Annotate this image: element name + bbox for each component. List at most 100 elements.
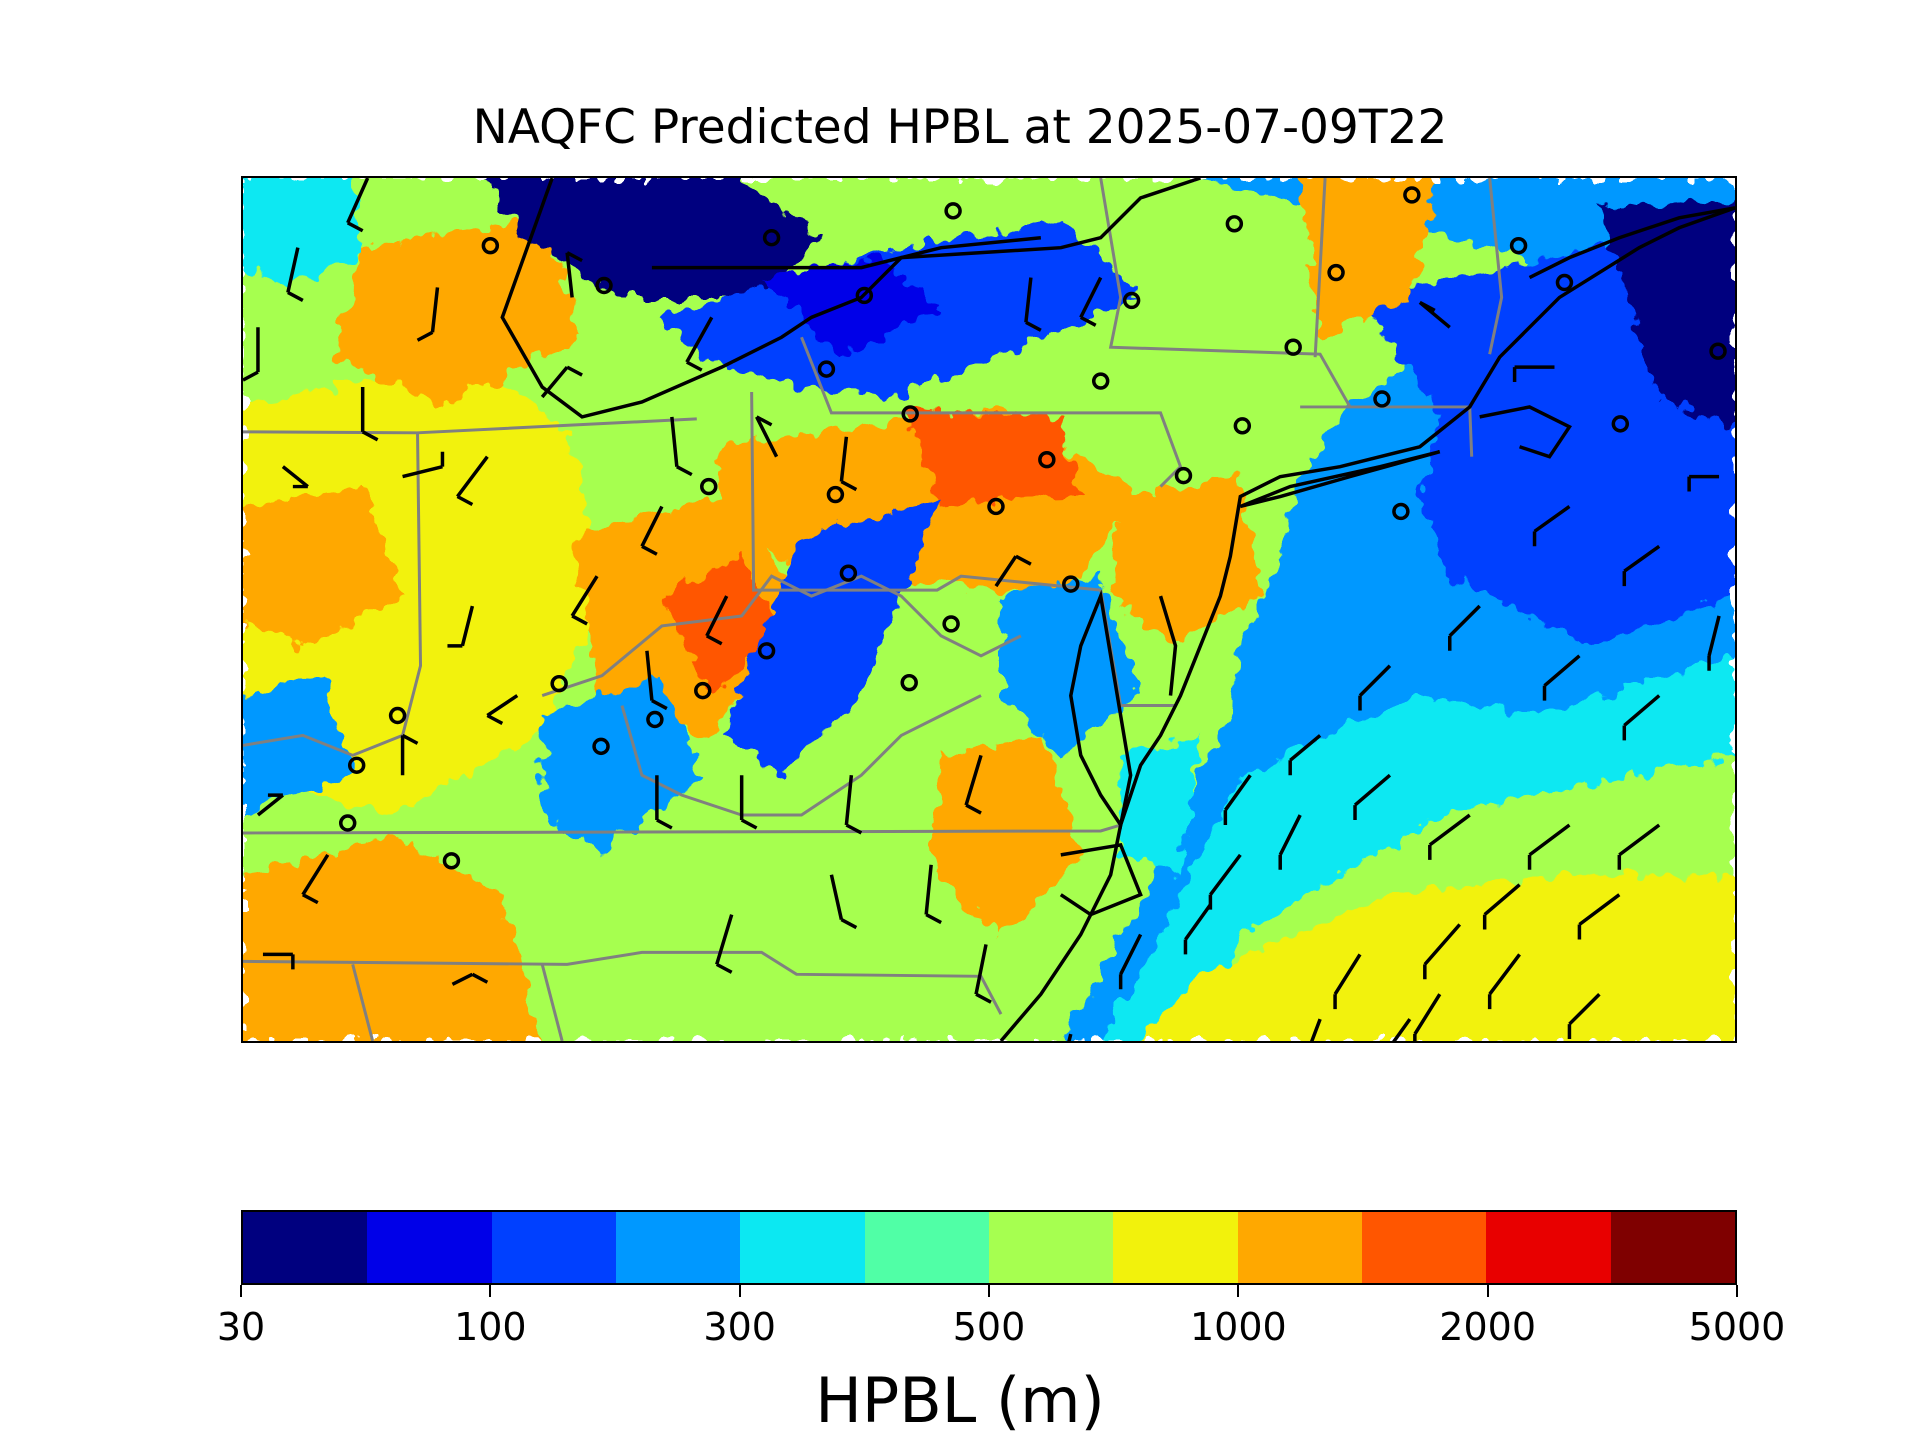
colorbar-tick-label: 100 <box>454 1305 527 1349</box>
wind-barb <box>570 575 599 626</box>
wind-barb <box>1622 694 1661 741</box>
wind-barb <box>256 793 284 817</box>
wind-barb <box>1024 277 1042 332</box>
colorbar-tick <box>1486 1285 1489 1297</box>
wind-barb <box>1392 1018 1412 1041</box>
field-land-orange-vt <box>1300 178 1440 338</box>
station-marker <box>1284 338 1302 356</box>
chesapeake-bay <box>1069 589 1133 830</box>
state-borders <box>243 178 1504 1041</box>
station-marker <box>1709 342 1727 360</box>
station-marker <box>646 710 664 729</box>
long-island <box>1239 450 1441 509</box>
station-marker <box>1062 575 1080 593</box>
wind-barb <box>640 505 664 556</box>
cape-cod <box>1479 405 1572 459</box>
colorbar-swatch <box>615 1212 741 1283</box>
wind-barb <box>964 754 983 815</box>
wind-barb <box>755 415 779 458</box>
colorbar-tick <box>1736 1285 1738 1297</box>
field-land-orange-nj <box>1110 476 1261 646</box>
station-marker <box>1327 263 1345 282</box>
station-marker <box>901 405 919 423</box>
station-marker <box>1611 415 1630 433</box>
wind-barb <box>1622 544 1661 587</box>
station-marker <box>1038 450 1056 469</box>
station-marker <box>1174 466 1193 485</box>
wind-barb <box>1448 604 1481 651</box>
field-ocean-deepest <box>1599 197 1735 427</box>
colorbar-swatch <box>1610 1212 1735 1283</box>
wind-barb <box>1310 1018 1322 1041</box>
wind-barb <box>540 365 583 399</box>
coastlines <box>500 178 1735 1041</box>
colorbar <box>241 1210 1737 1285</box>
wind-barb <box>1487 953 1521 1010</box>
wind-barb <box>715 914 734 974</box>
wind-barb <box>1567 992 1601 1040</box>
wind-barb <box>346 178 370 233</box>
station-marker <box>1403 186 1421 204</box>
field-land-darkblue-ontario <box>761 257 942 358</box>
field-land-cyan-nw <box>243 178 363 288</box>
colorbar-tick <box>240 1285 242 1297</box>
wind-barb <box>655 775 673 830</box>
station-marker <box>987 497 1005 516</box>
station-marker <box>757 642 776 660</box>
wind-barb <box>1527 823 1571 870</box>
wind-barb <box>1617 823 1661 870</box>
wind-barb <box>670 416 693 477</box>
wind-barb <box>1512 365 1555 383</box>
wind-barb <box>262 952 295 970</box>
colorbar-tick-label: 5000 <box>1688 1305 1786 1349</box>
wind-barb <box>1532 505 1571 547</box>
map-panel <box>241 176 1737 1043</box>
colorbar-tick <box>489 1285 492 1297</box>
delaware-bay <box>1158 595 1178 696</box>
station-marker <box>855 286 874 305</box>
station-marker <box>900 673 918 692</box>
colorbar-swatch <box>1486 1212 1611 1283</box>
station-marker <box>1225 215 1244 233</box>
station-marker <box>595 276 613 295</box>
wind-barb <box>281 465 309 489</box>
colorbar-swatch <box>491 1212 616 1283</box>
wind-barb <box>839 436 858 492</box>
colorbar-swatch <box>1361 1212 1487 1283</box>
station-marker <box>388 706 407 725</box>
station-marker <box>1122 291 1141 310</box>
station-marker <box>944 202 962 220</box>
wind-barb <box>360 387 379 442</box>
wind-barb <box>685 316 714 372</box>
colorbar-swatch <box>740 1212 865 1283</box>
colorbar-swatch <box>988 1212 1114 1283</box>
wind-barb <box>286 247 304 302</box>
station-marker <box>839 564 858 582</box>
station-marker <box>762 229 781 247</box>
wind-barb <box>400 733 419 776</box>
wind-barb <box>243 327 260 382</box>
station-marker <box>442 852 461 870</box>
station-marker <box>1555 273 1574 292</box>
field-ocean-yellow <box>1140 874 1735 1041</box>
field-land-blue-ridge <box>721 496 942 776</box>
hpbl-map <box>243 178 1735 1041</box>
wind-barb <box>416 287 440 342</box>
field-land-orange-nc <box>931 735 1081 935</box>
wind-barb <box>1413 993 1442 1041</box>
station-marker <box>942 615 960 633</box>
colorbar-tick-label: 500 <box>952 1305 1026 1349</box>
maine-coast <box>1528 206 1735 280</box>
wind-barb <box>1353 773 1392 821</box>
wind-barb <box>645 650 668 711</box>
atlantic-coast <box>999 206 1735 1041</box>
wind-barb <box>1278 814 1302 870</box>
station-marker <box>1373 390 1391 408</box>
wind-barb <box>447 605 475 648</box>
wind-barb <box>1118 933 1143 990</box>
wind-barb <box>924 864 942 925</box>
wind-barb <box>1288 734 1322 776</box>
colorbar-swatch <box>1237 1212 1362 1283</box>
colorbar-title: HPBL (m) <box>815 1364 1105 1437</box>
station-marker <box>826 485 845 504</box>
